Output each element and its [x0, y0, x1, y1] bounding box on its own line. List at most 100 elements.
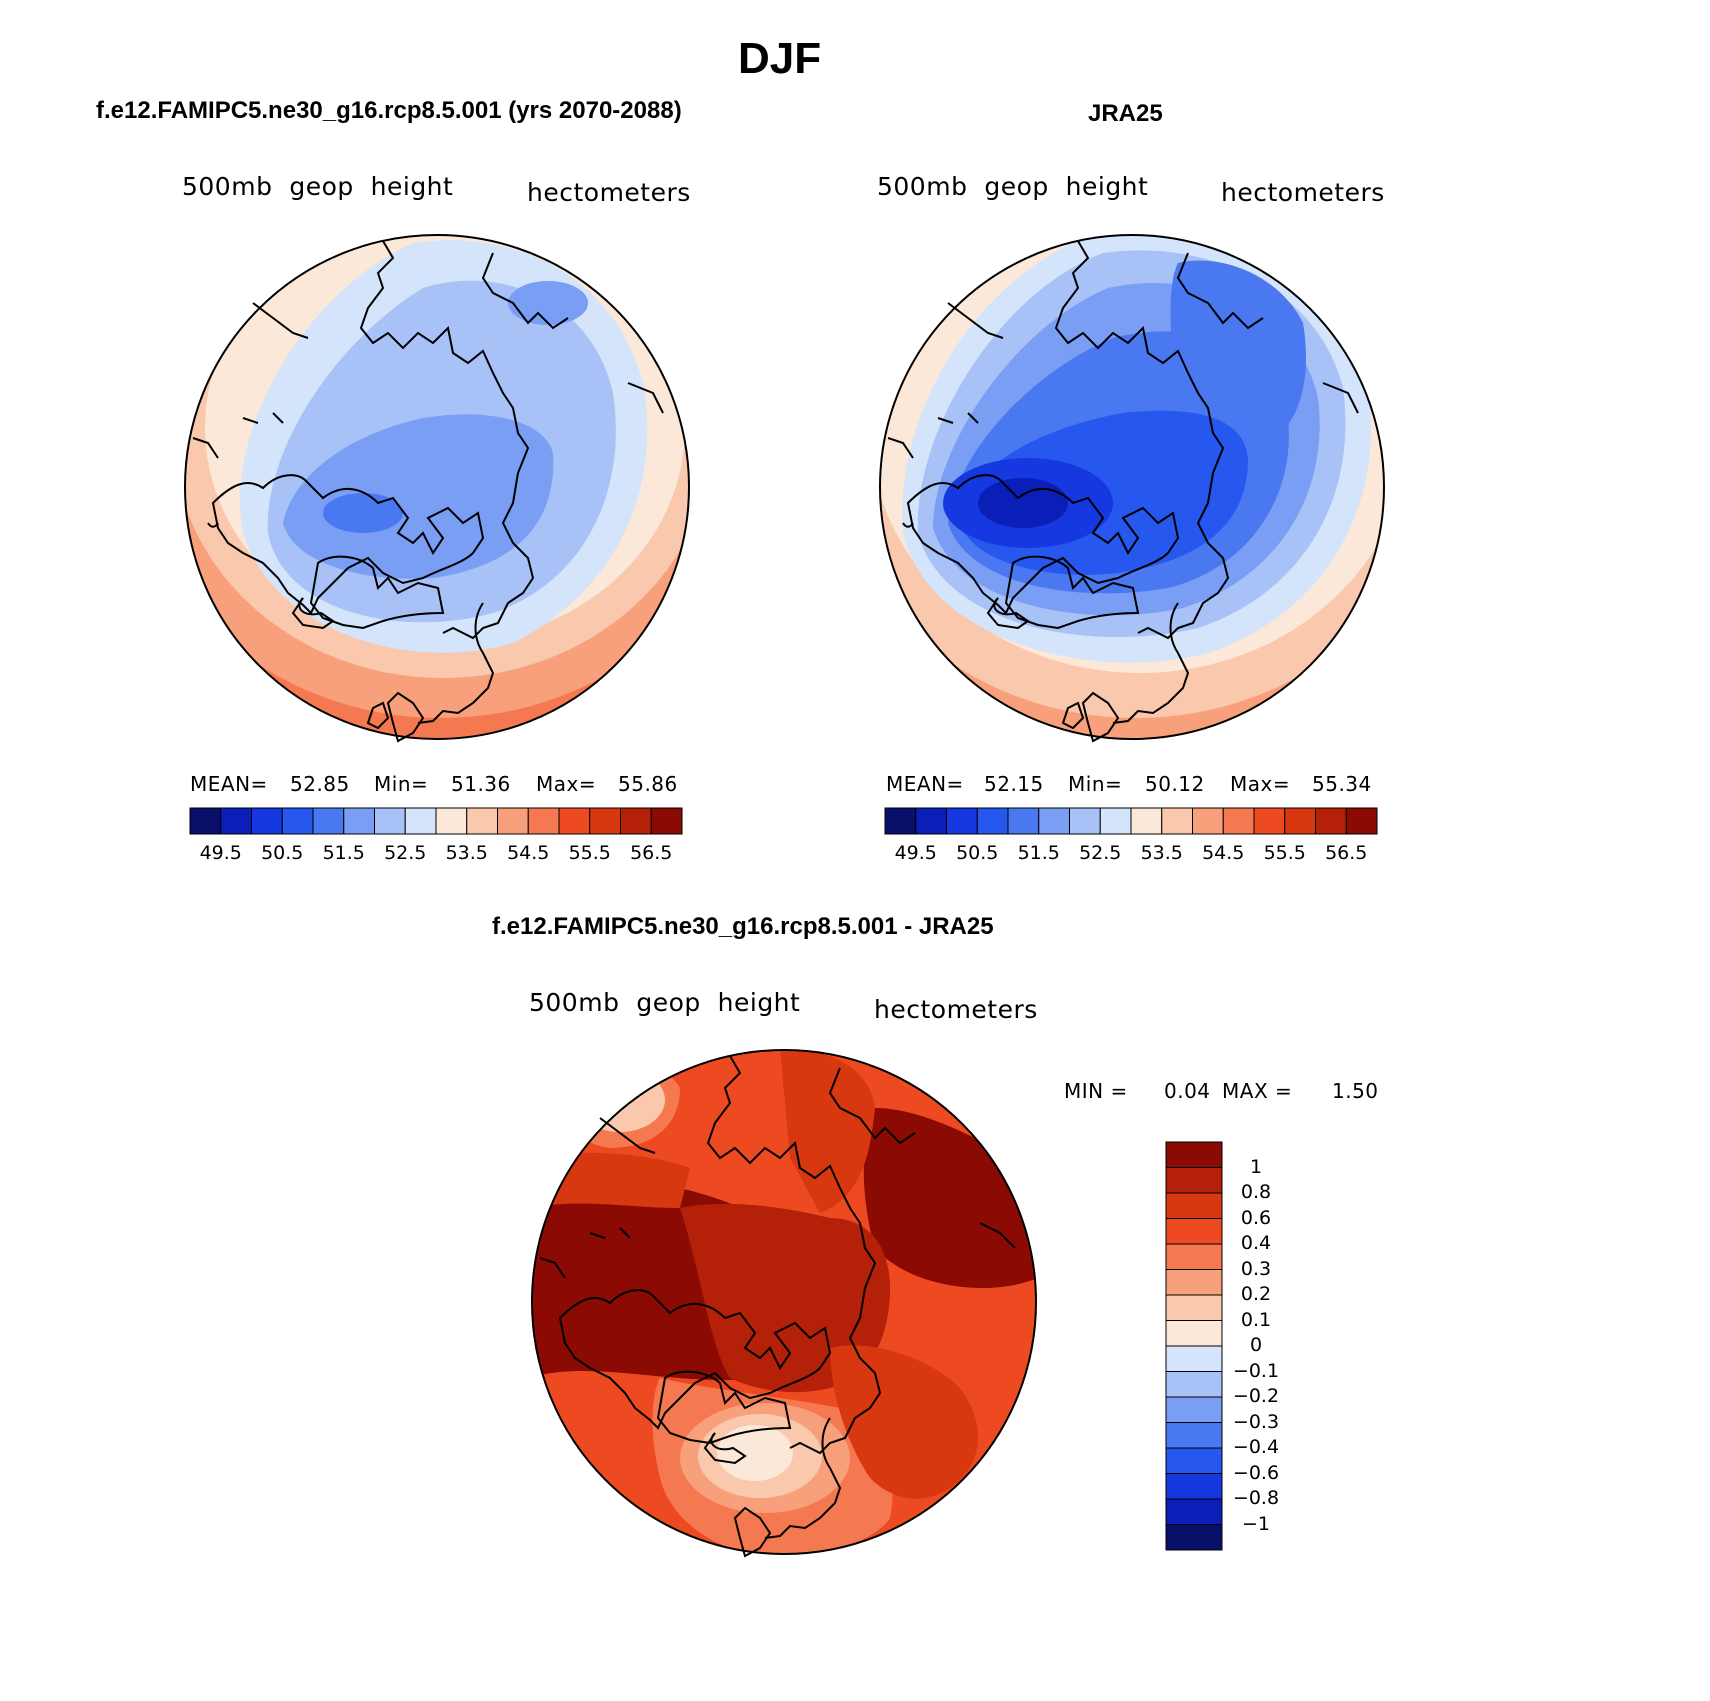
colorbar-swatch — [1130, 807, 1163, 835]
model-variable-label: 500mb geop height — [182, 172, 454, 201]
colorbar-swatch — [527, 807, 560, 835]
colorbar-swatch — [1165, 1192, 1223, 1219]
colorbar-swatch — [1165, 1167, 1223, 1194]
colorbar-swatch — [620, 807, 652, 835]
figure-title: DJF — [738, 34, 822, 83]
colorbar-tick-label: 52.5 — [384, 842, 427, 864]
colorbar-swatch — [1165, 1320, 1223, 1347]
model-units-label: hectometers — [527, 178, 691, 207]
colorbar-swatch — [976, 807, 1009, 835]
colorbar-tick-label: 0.8 — [1240, 1181, 1272, 1203]
colorbar-tick-label: 55.5 — [568, 842, 611, 864]
obs-units-label: hectometers — [1221, 178, 1385, 207]
colorbar-swatch — [1165, 1473, 1223, 1500]
diff-panel-title: f.e12.FAMIPC5.ne30_g16.rcp8.5.001 - JRA2… — [492, 913, 994, 940]
obs-coastlines — [887, 240, 1359, 743]
model-coastlines — [192, 240, 664, 743]
colorbar-tick-label: 55.5 — [1263, 842, 1306, 864]
colorbar-swatch — [1345, 807, 1378, 835]
colorbar-tick-label: 0.2 — [1240, 1283, 1272, 1305]
obs-variable-label: 500mb geop height — [877, 172, 1149, 201]
colorbar-tick-label: 0 — [1249, 1334, 1263, 1356]
model-max-value: 55.86 — [618, 772, 678, 796]
model-colorbar-ticks: 49.5 50.5 51.5 52.5 53.5 54.5 55.5 56.5 — [190, 842, 682, 868]
obs-colorbar-ticks: 49.5 50.5 51.5 52.5 53.5 54.5 55.5 56.5 — [885, 842, 1377, 868]
colorbar-tick-label: −0.1 — [1232, 1359, 1280, 1382]
colorbar-swatch — [343, 807, 375, 835]
obs-polar-map — [879, 234, 1385, 743]
colorbar-tick-label: −0.4 — [1232, 1436, 1280, 1458]
colorbar-swatch — [946, 807, 978, 835]
diff-colorbar — [1165, 1141, 1223, 1551]
colorbar-swatch — [1315, 807, 1347, 835]
colorbar-swatch — [1069, 807, 1101, 835]
colorbar-swatch — [404, 807, 437, 835]
colorbar-swatch — [1222, 807, 1255, 835]
colorbar-swatch — [1165, 1371, 1223, 1398]
colorbar-swatch — [1165, 1447, 1223, 1474]
colorbar-swatch — [497, 807, 529, 835]
colorbar-swatch — [466, 807, 498, 835]
colorbar-swatch — [589, 807, 621, 835]
diff-min-value: 0.04 — [1164, 1079, 1211, 1103]
colorbar-tick-label: 0.3 — [1240, 1257, 1272, 1280]
obs-min-label: Min= — [1068, 772, 1123, 796]
colorbar-swatch — [1007, 807, 1040, 835]
colorbar-swatch — [251, 807, 283, 835]
colorbar-swatch — [1192, 807, 1224, 835]
colorbar-swatch — [1165, 1243, 1223, 1270]
obs-max-label: Max= — [1230, 772, 1291, 796]
colorbar-swatch — [1165, 1524, 1223, 1551]
colorbar-swatch — [374, 807, 406, 835]
colorbar-tick-label: −0.8 — [1232, 1487, 1280, 1509]
colorbar-tick-label: −0.6 — [1232, 1461, 1280, 1484]
colorbar-swatch — [650, 807, 683, 835]
colorbar-tick-label: 56.5 — [1325, 842, 1368, 864]
colorbar-tick-label: −0.2 — [1232, 1385, 1280, 1407]
colorbar-swatch — [1284, 807, 1316, 835]
colorbar-tick-label: 53.5 — [445, 842, 488, 864]
colorbar-tick-label: 0.4 — [1240, 1232, 1272, 1254]
colorbar-tick-label: 50.5 — [261, 842, 304, 864]
model-max-label: Max= — [536, 772, 597, 796]
colorbar-swatch — [1165, 1498, 1223, 1525]
colorbar-tick-label: 0.6 — [1240, 1206, 1272, 1229]
diff-max-label: MAX = — [1222, 1079, 1293, 1103]
colorbar-tick-label: 53.5 — [1140, 842, 1183, 864]
colorbar-tick-label: 56.5 — [630, 842, 673, 864]
model-min-value: 51.36 — [451, 772, 511, 796]
colorbar-swatch — [1165, 1294, 1223, 1321]
model-colorbar — [189, 807, 683, 835]
model-polar-map — [184, 234, 690, 743]
colorbar-tick-label: 49.5 — [199, 842, 242, 864]
diff-polar-map — [531, 1049, 1037, 1558]
colorbar-swatch — [1165, 1396, 1223, 1423]
colorbar-swatch — [915, 807, 947, 835]
colorbar-swatch — [1253, 807, 1286, 835]
colorbar-swatch — [1099, 807, 1132, 835]
diff-variable-label: 500mb geop height — [529, 988, 801, 1017]
colorbar-swatch — [1165, 1345, 1223, 1372]
diff-max-value: 1.50 — [1332, 1079, 1379, 1103]
obs-mean-value: 52.15 — [984, 772, 1044, 796]
obs-min-value: 50.12 — [1145, 772, 1205, 796]
colorbar-tick-label: 51.5 — [1017, 842, 1060, 864]
colorbar-tick-label: −0.3 — [1232, 1410, 1280, 1433]
colorbar-swatch — [884, 807, 917, 835]
colorbar-swatch — [1165, 1422, 1223, 1449]
colorbar-tick-label: 52.5 — [1079, 842, 1122, 864]
colorbar-tick-label: −1 — [1241, 1512, 1270, 1535]
colorbar-swatch — [1161, 807, 1193, 835]
colorbar-tick-label: 0.1 — [1240, 1308, 1272, 1331]
model-min-label: Min= — [374, 772, 429, 796]
obs-max-value: 55.34 — [1312, 772, 1372, 796]
obs-colorbar — [884, 807, 1378, 835]
model-mean-label: MEAN= — [190, 772, 268, 796]
colorbar-tick-label: 1 — [1249, 1155, 1263, 1178]
colorbar-tick-label: 51.5 — [322, 842, 365, 864]
colorbar-swatch — [189, 807, 222, 835]
colorbar-swatch — [220, 807, 252, 835]
diff-coastlines — [539, 1055, 1016, 1558]
colorbar-swatch — [281, 807, 314, 835]
colorbar-swatch — [1038, 807, 1070, 835]
